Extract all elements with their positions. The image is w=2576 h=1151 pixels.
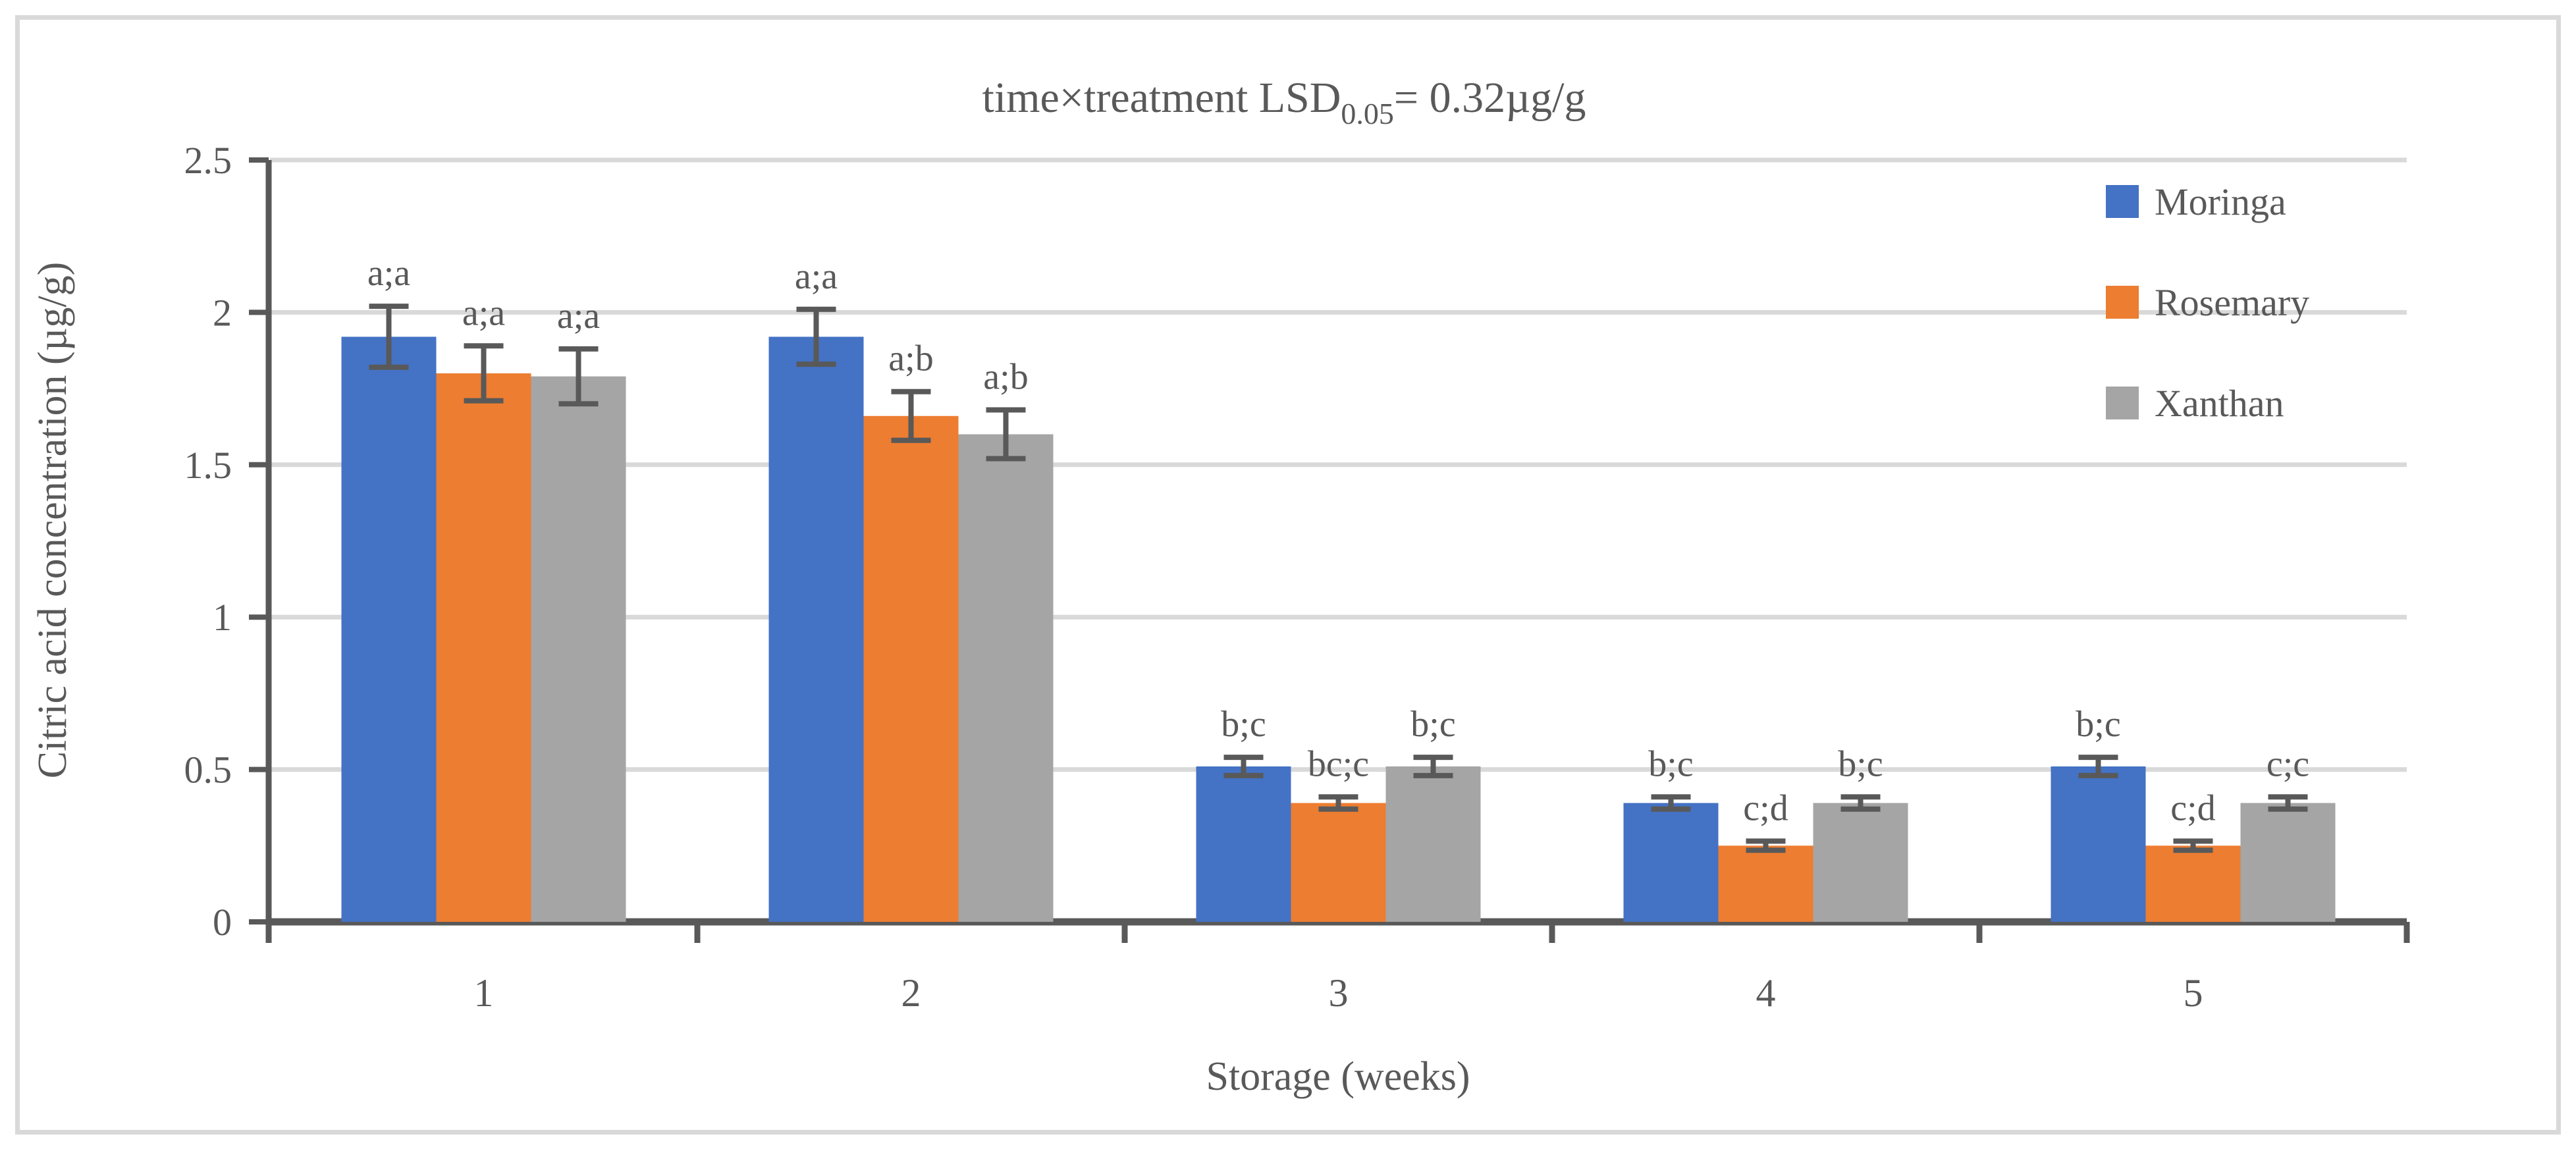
chart-title-suffix: = 0.32µg/g <box>1394 74 1586 122</box>
bar-rosemary-week-5 <box>2145 845 2241 922</box>
plot-area: 0 0.5 1 1.5 2 2.5 1 2 3 4 5 a;a a;a b;c b;c b;c a;a a;b bc… <box>184 139 2410 1015</box>
legend-item-rosemary: Rosemary <box>2106 281 2309 324</box>
bar-xanthan-week-2 <box>958 434 1054 922</box>
bar-rosemary-week-1 <box>436 373 531 922</box>
y-tick-label: 2.5 <box>184 139 232 182</box>
bar-xanthan-week-3 <box>1385 766 1481 922</box>
legend-label-xanthan: Xanthan <box>2155 382 2284 425</box>
legend-swatch-moringa-icon <box>2106 185 2139 218</box>
significance-label: c;c <box>2267 743 2309 784</box>
bar-moringa-week-3 <box>1196 766 1291 922</box>
x-tick-label: 4 <box>1756 971 1776 1015</box>
legend-label-moringa: Moringa <box>2155 180 2286 223</box>
bar-xanthan-week-1 <box>531 376 626 922</box>
legend: Moringa Rosemary Xanthan <box>2106 180 2309 425</box>
y-tick-label: 0 <box>213 901 232 944</box>
chart-title: time×treatment LSD0.05= 0.32µg/g <box>982 74 1586 130</box>
x-tick-label: 2 <box>901 971 921 1015</box>
x-tick-label: 1 <box>474 971 494 1015</box>
significance-label: a;a <box>367 253 410 294</box>
y-axis-title: Citric acid concentration (µg/g) <box>30 262 75 779</box>
bar-moringa-week-2 <box>768 336 864 922</box>
y-tick-label: 1 <box>213 596 232 639</box>
significance-label: b;c <box>1648 743 1693 784</box>
x-tick-label: 5 <box>2184 971 2203 1015</box>
chart-title-prefix: time×treatment LSD <box>982 74 1341 122</box>
significance-label: b;c <box>1410 704 1455 745</box>
bar-moringa-week-5 <box>2051 766 2146 922</box>
significance-label: a;b <box>983 356 1028 397</box>
significance-label: bc;c <box>1308 743 1369 784</box>
y-tick-label: 1.5 <box>184 444 232 487</box>
bar-moringa-week-1 <box>341 336 437 922</box>
legend-label-rosemary: Rosemary <box>2155 281 2309 324</box>
significance-label: b;c <box>1838 743 1883 784</box>
significance-label: b;c <box>2076 704 2120 745</box>
legend-item-moringa: Moringa <box>2106 180 2286 223</box>
bar-rosemary-week-4 <box>1718 845 1813 922</box>
x-tick-label: 3 <box>1329 971 1349 1015</box>
bar-moringa-week-4 <box>1623 803 1719 922</box>
bar-xanthan-week-4 <box>1813 803 1908 922</box>
significance-label: a;a <box>795 256 838 297</box>
bar-rosemary-week-3 <box>1291 803 1386 922</box>
legend-swatch-rosemary-icon <box>2106 286 2139 319</box>
significance-label: c;d <box>1743 788 1788 828</box>
significance-label: c;d <box>2170 788 2215 828</box>
significance-label: a;a <box>462 292 505 333</box>
significance-label: b;c <box>1221 704 1266 745</box>
significance-label: a;b <box>888 338 933 379</box>
legend-swatch-xanthan-icon <box>2106 387 2139 419</box>
chart-title-subscript: 0.05 <box>1341 97 1394 130</box>
bar-xanthan-week-5 <box>2240 803 2336 922</box>
significance-label: a;a <box>557 296 600 336</box>
legend-item-xanthan: Xanthan <box>2106 382 2284 425</box>
y-tick-label: 0.5 <box>184 749 232 791</box>
x-axis-title: Storage (weeks) <box>1206 1054 1470 1099</box>
y-tick-label: 2 <box>213 291 232 334</box>
bar-rosemary-week-2 <box>863 415 959 922</box>
figure-frame-border <box>15 15 2561 1135</box>
